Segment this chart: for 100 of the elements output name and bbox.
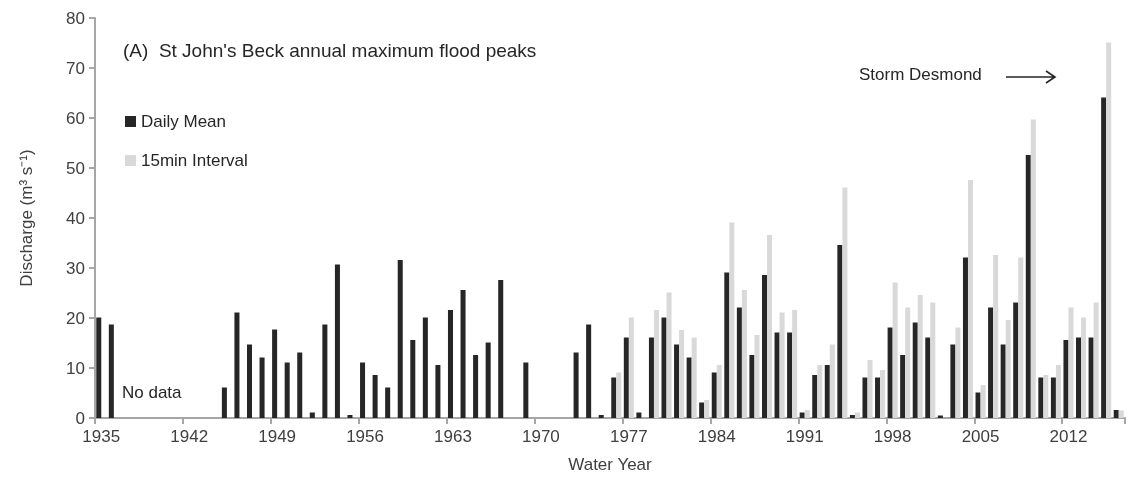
- bar: [1050, 377, 1056, 418]
- bar: [880, 370, 886, 418]
- x-tick-label: 1970: [522, 427, 560, 446]
- bar: [246, 344, 253, 418]
- bar: [397, 260, 403, 418]
- bar: [716, 365, 722, 418]
- y-tick-label: 50: [66, 158, 85, 178]
- bar: [623, 337, 629, 418]
- bar: [616, 372, 622, 418]
- bar: [829, 344, 835, 418]
- bar: [792, 310, 798, 418]
- bar: [754, 335, 760, 418]
- bar: [686, 357, 692, 418]
- bar: [473, 355, 479, 418]
- bar: [447, 310, 453, 418]
- bar: [661, 317, 667, 418]
- bar: [761, 275, 768, 418]
- x-axis-title: Water Year: [568, 455, 653, 474]
- bar: [1055, 365, 1061, 418]
- bar: [749, 355, 755, 418]
- bar: [975, 392, 981, 418]
- x-tick-label: 1963: [434, 427, 472, 446]
- bar: [1030, 119, 1036, 418]
- bar: [917, 295, 923, 418]
- bar: [259, 357, 265, 418]
- bar: [1093, 302, 1099, 418]
- bar: [824, 365, 830, 418]
- x-tick-label: 1935: [82, 427, 121, 446]
- bar: [812, 375, 818, 418]
- bar: [648, 337, 654, 418]
- bar: [980, 385, 986, 418]
- bar: [485, 342, 491, 418]
- bar: [666, 292, 672, 418]
- y-tick-label: 40: [66, 208, 85, 228]
- bar: [1038, 377, 1044, 418]
- bar: [925, 337, 931, 418]
- bar: [711, 372, 717, 418]
- y-tick-label: 10: [66, 358, 85, 378]
- x-tick-label: 1942: [170, 427, 209, 446]
- bar: [284, 362, 290, 418]
- bar: [1013, 302, 1019, 418]
- bar: [950, 344, 956, 418]
- bar: [385, 387, 391, 418]
- bar: [1043, 375, 1049, 418]
- bar: [96, 317, 102, 418]
- y-axis-title: Discharge (m³ s⁻¹): [17, 149, 36, 287]
- bar: [837, 245, 843, 418]
- bar: [900, 355, 906, 418]
- x-tick-label: 1984: [697, 427, 736, 446]
- bar: [930, 302, 936, 418]
- x-tick-label: 1977: [609, 427, 648, 446]
- annotation: No data: [122, 383, 183, 402]
- bar: [297, 352, 303, 418]
- x-tick-label: 2005: [961, 427, 1000, 446]
- bar: [892, 282, 898, 418]
- bar: [372, 375, 378, 418]
- bar: [955, 327, 961, 418]
- bar: [699, 402, 705, 418]
- x-tick-label: 1956: [346, 427, 384, 446]
- bar: [691, 337, 697, 418]
- bar: [410, 340, 416, 418]
- bar: [1018, 257, 1024, 418]
- bar: [962, 257, 968, 418]
- bar: [628, 317, 634, 418]
- bar: [774, 332, 780, 418]
- legend-label: Daily Mean: [141, 112, 227, 131]
- bar: [586, 324, 592, 418]
- bar: [1101, 97, 1107, 418]
- x-tick-label: 2012: [1049, 427, 1088, 446]
- bar: [1000, 344, 1006, 418]
- bar: [653, 310, 659, 418]
- bar: [993, 255, 999, 418]
- bar: [1076, 337, 1082, 418]
- bar: [1106, 42, 1112, 418]
- bar: [867, 360, 873, 418]
- bar: [674, 344, 680, 418]
- bar: [736, 307, 742, 418]
- bar: [817, 365, 823, 418]
- bar: [887, 327, 893, 418]
- bar: [523, 362, 529, 418]
- y-tick-label: 60: [66, 108, 85, 128]
- y-tick-label: 0: [75, 408, 85, 428]
- bar: [322, 324, 328, 418]
- bar: [221, 387, 227, 418]
- bar: [334, 264, 340, 418]
- bar: [1025, 155, 1031, 418]
- bar: [779, 312, 785, 418]
- bar: [804, 410, 810, 418]
- bar: [460, 290, 466, 418]
- bar: [988, 307, 994, 418]
- x-tick-label: 1998: [873, 427, 912, 446]
- bar: [849, 415, 855, 418]
- y-tick-label: 70: [66, 58, 85, 78]
- bar: [787, 332, 793, 418]
- bar: [598, 415, 604, 418]
- y-tick-label: 20: [66, 308, 85, 328]
- bar: [905, 307, 911, 418]
- annotation: Storm Desmond: [859, 65, 982, 84]
- legend-label: 15min Interval: [141, 151, 248, 170]
- bar: [360, 362, 366, 418]
